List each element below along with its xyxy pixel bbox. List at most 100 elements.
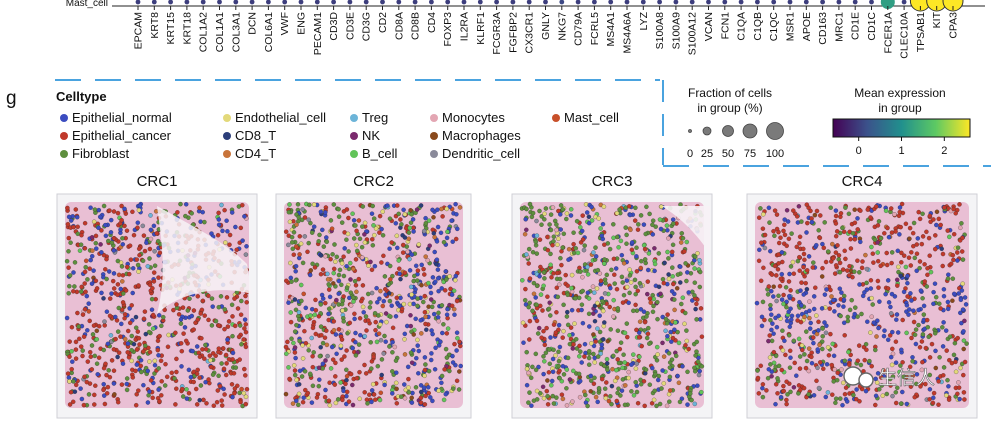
spot: [787, 293, 792, 299]
spot: [159, 393, 164, 398]
spot: [565, 309, 570, 315]
dot-krt15: [168, 0, 173, 5]
spot: [564, 403, 570, 408]
gene-label-pecam1: PECAM1: [312, 12, 324, 55]
spot: [105, 384, 111, 390]
gene-label-s100a9: S100A9: [670, 12, 682, 50]
spot: [346, 215, 351, 221]
spot: [115, 354, 120, 360]
spot: [758, 278, 764, 284]
spot: [575, 250, 581, 256]
spot: [666, 351, 672, 356]
spot: [759, 323, 765, 329]
spot: [843, 256, 848, 262]
legend-label-mast-cell: Mast_cell: [564, 110, 619, 125]
spot: [73, 382, 79, 388]
spot: [789, 231, 794, 236]
spot: [638, 213, 644, 218]
spot: [628, 280, 634, 285]
spot: [127, 320, 133, 326]
spot: [67, 379, 72, 384]
spot: [542, 211, 547, 217]
spot: [94, 328, 100, 334]
spot: [451, 386, 456, 391]
spot: [809, 219, 815, 225]
spot: [142, 309, 148, 314]
spot: [80, 348, 85, 353]
spot: [298, 282, 304, 288]
spot: [852, 237, 858, 242]
spot: [133, 325, 139, 330]
spot: [577, 343, 582, 349]
spot: [422, 373, 427, 379]
spot: [772, 263, 778, 269]
spot: [622, 402, 628, 408]
spot: [310, 383, 316, 389]
spot: [787, 271, 792, 277]
dot-vwf: [282, 0, 288, 5]
spot: [411, 301, 416, 307]
spot: [578, 225, 583, 230]
spot: [961, 338, 967, 343]
spot: [292, 329, 298, 334]
spot: [796, 336, 802, 342]
spot: [219, 361, 224, 366]
spot: [786, 333, 792, 338]
spot: [566, 257, 571, 262]
spot: [925, 324, 931, 330]
spot: [565, 322, 571, 328]
spot: [390, 391, 395, 396]
spot: [756, 215, 762, 220]
spot: [152, 249, 157, 254]
spot: [185, 308, 191, 313]
dot-col3a1: [233, 0, 239, 5]
spot: [564, 367, 570, 372]
dot-cd1e: [852, 0, 858, 5]
spot: [875, 278, 881, 284]
spot: [129, 303, 134, 308]
spot: [310, 261, 315, 267]
legend-dot-cd8-t: [223, 132, 231, 140]
gene-label-c1qb: C1QB: [752, 12, 764, 41]
gene-label-cd3d: CD3D: [328, 12, 340, 41]
spot: [803, 365, 809, 371]
spot: [375, 300, 380, 305]
spot: [564, 386, 569, 391]
spot: [209, 323, 215, 328]
spot: [683, 261, 688, 266]
spot: [90, 332, 96, 337]
spot: [137, 252, 142, 258]
spot: [197, 375, 202, 380]
spot: [647, 382, 653, 387]
spot: [105, 341, 111, 347]
spot: [436, 343, 442, 348]
spot: [635, 288, 641, 294]
spot: [627, 212, 633, 218]
spot: [622, 360, 627, 365]
spot: [136, 335, 142, 341]
spot: [436, 388, 441, 393]
spot: [541, 328, 546, 334]
spot: [423, 220, 429, 226]
spot: [636, 222, 641, 227]
spot: [545, 294, 550, 299]
dot-ms4a6a: [624, 0, 630, 5]
legend-label-cd8-t: CD8_T: [235, 128, 276, 143]
spot: [545, 247, 551, 253]
spot: [68, 240, 73, 245]
spot: [785, 219, 791, 224]
spot: [908, 263, 914, 268]
spot: [558, 212, 563, 217]
spot: [347, 320, 353, 326]
spot: [361, 310, 366, 315]
spot: [84, 293, 90, 299]
spot: [810, 265, 816, 270]
spot: [324, 235, 329, 240]
spot: [777, 283, 783, 289]
spot: [542, 276, 547, 281]
dot-krt18: [184, 0, 190, 5]
size-legend-title-2: in group (%): [697, 101, 762, 115]
spot: [945, 228, 950, 233]
spot: [885, 286, 891, 291]
spot: [885, 225, 890, 231]
